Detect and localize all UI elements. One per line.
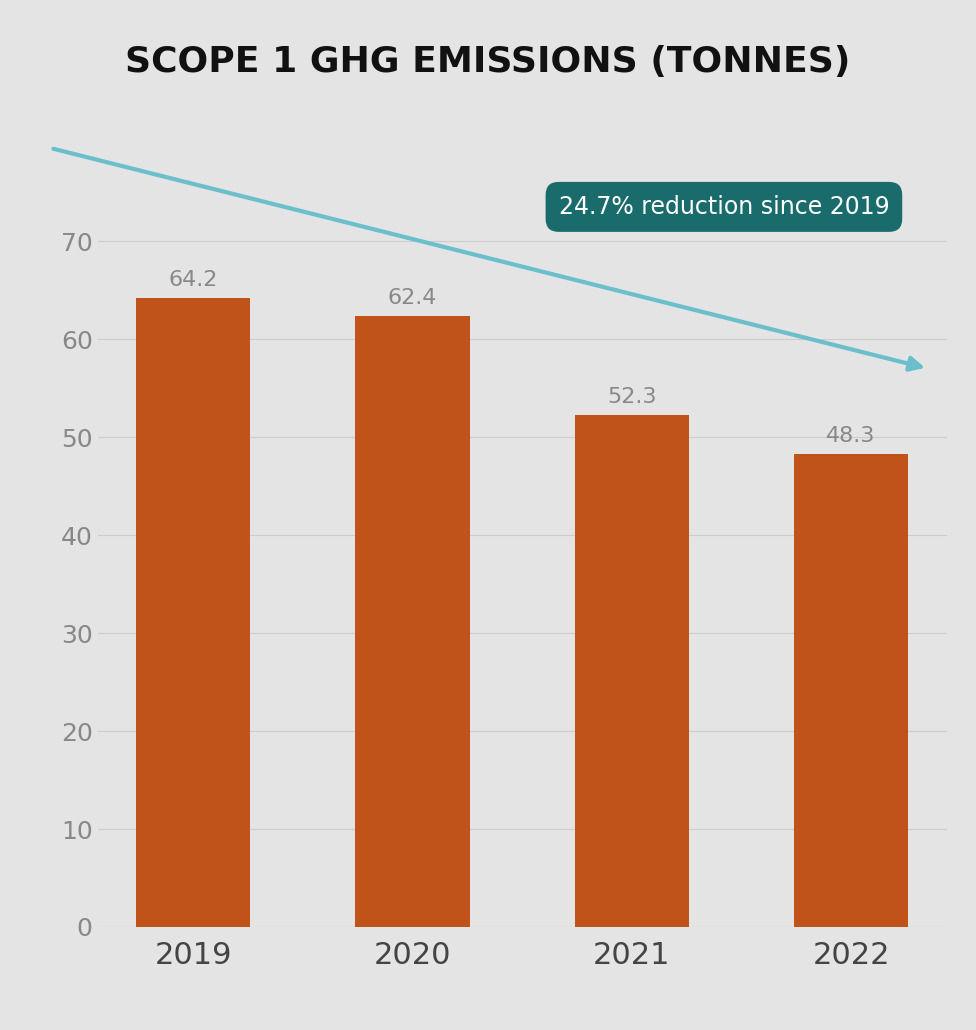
Bar <box>355 315 469 927</box>
Bar <box>575 415 689 927</box>
Text: 52.3: 52.3 <box>607 386 657 407</box>
Text: SCOPE 1 GHG EMISSIONS (TONNES): SCOPE 1 GHG EMISSIONS (TONNES) <box>125 44 851 79</box>
Text: 48.3: 48.3 <box>827 426 875 446</box>
Text: 24.7% reduction since 2019: 24.7% reduction since 2019 <box>558 195 889 219</box>
Text: 64.2: 64.2 <box>169 270 218 290</box>
Bar <box>137 298 250 927</box>
Text: 62.4: 62.4 <box>387 287 437 308</box>
Bar <box>794 454 908 927</box>
